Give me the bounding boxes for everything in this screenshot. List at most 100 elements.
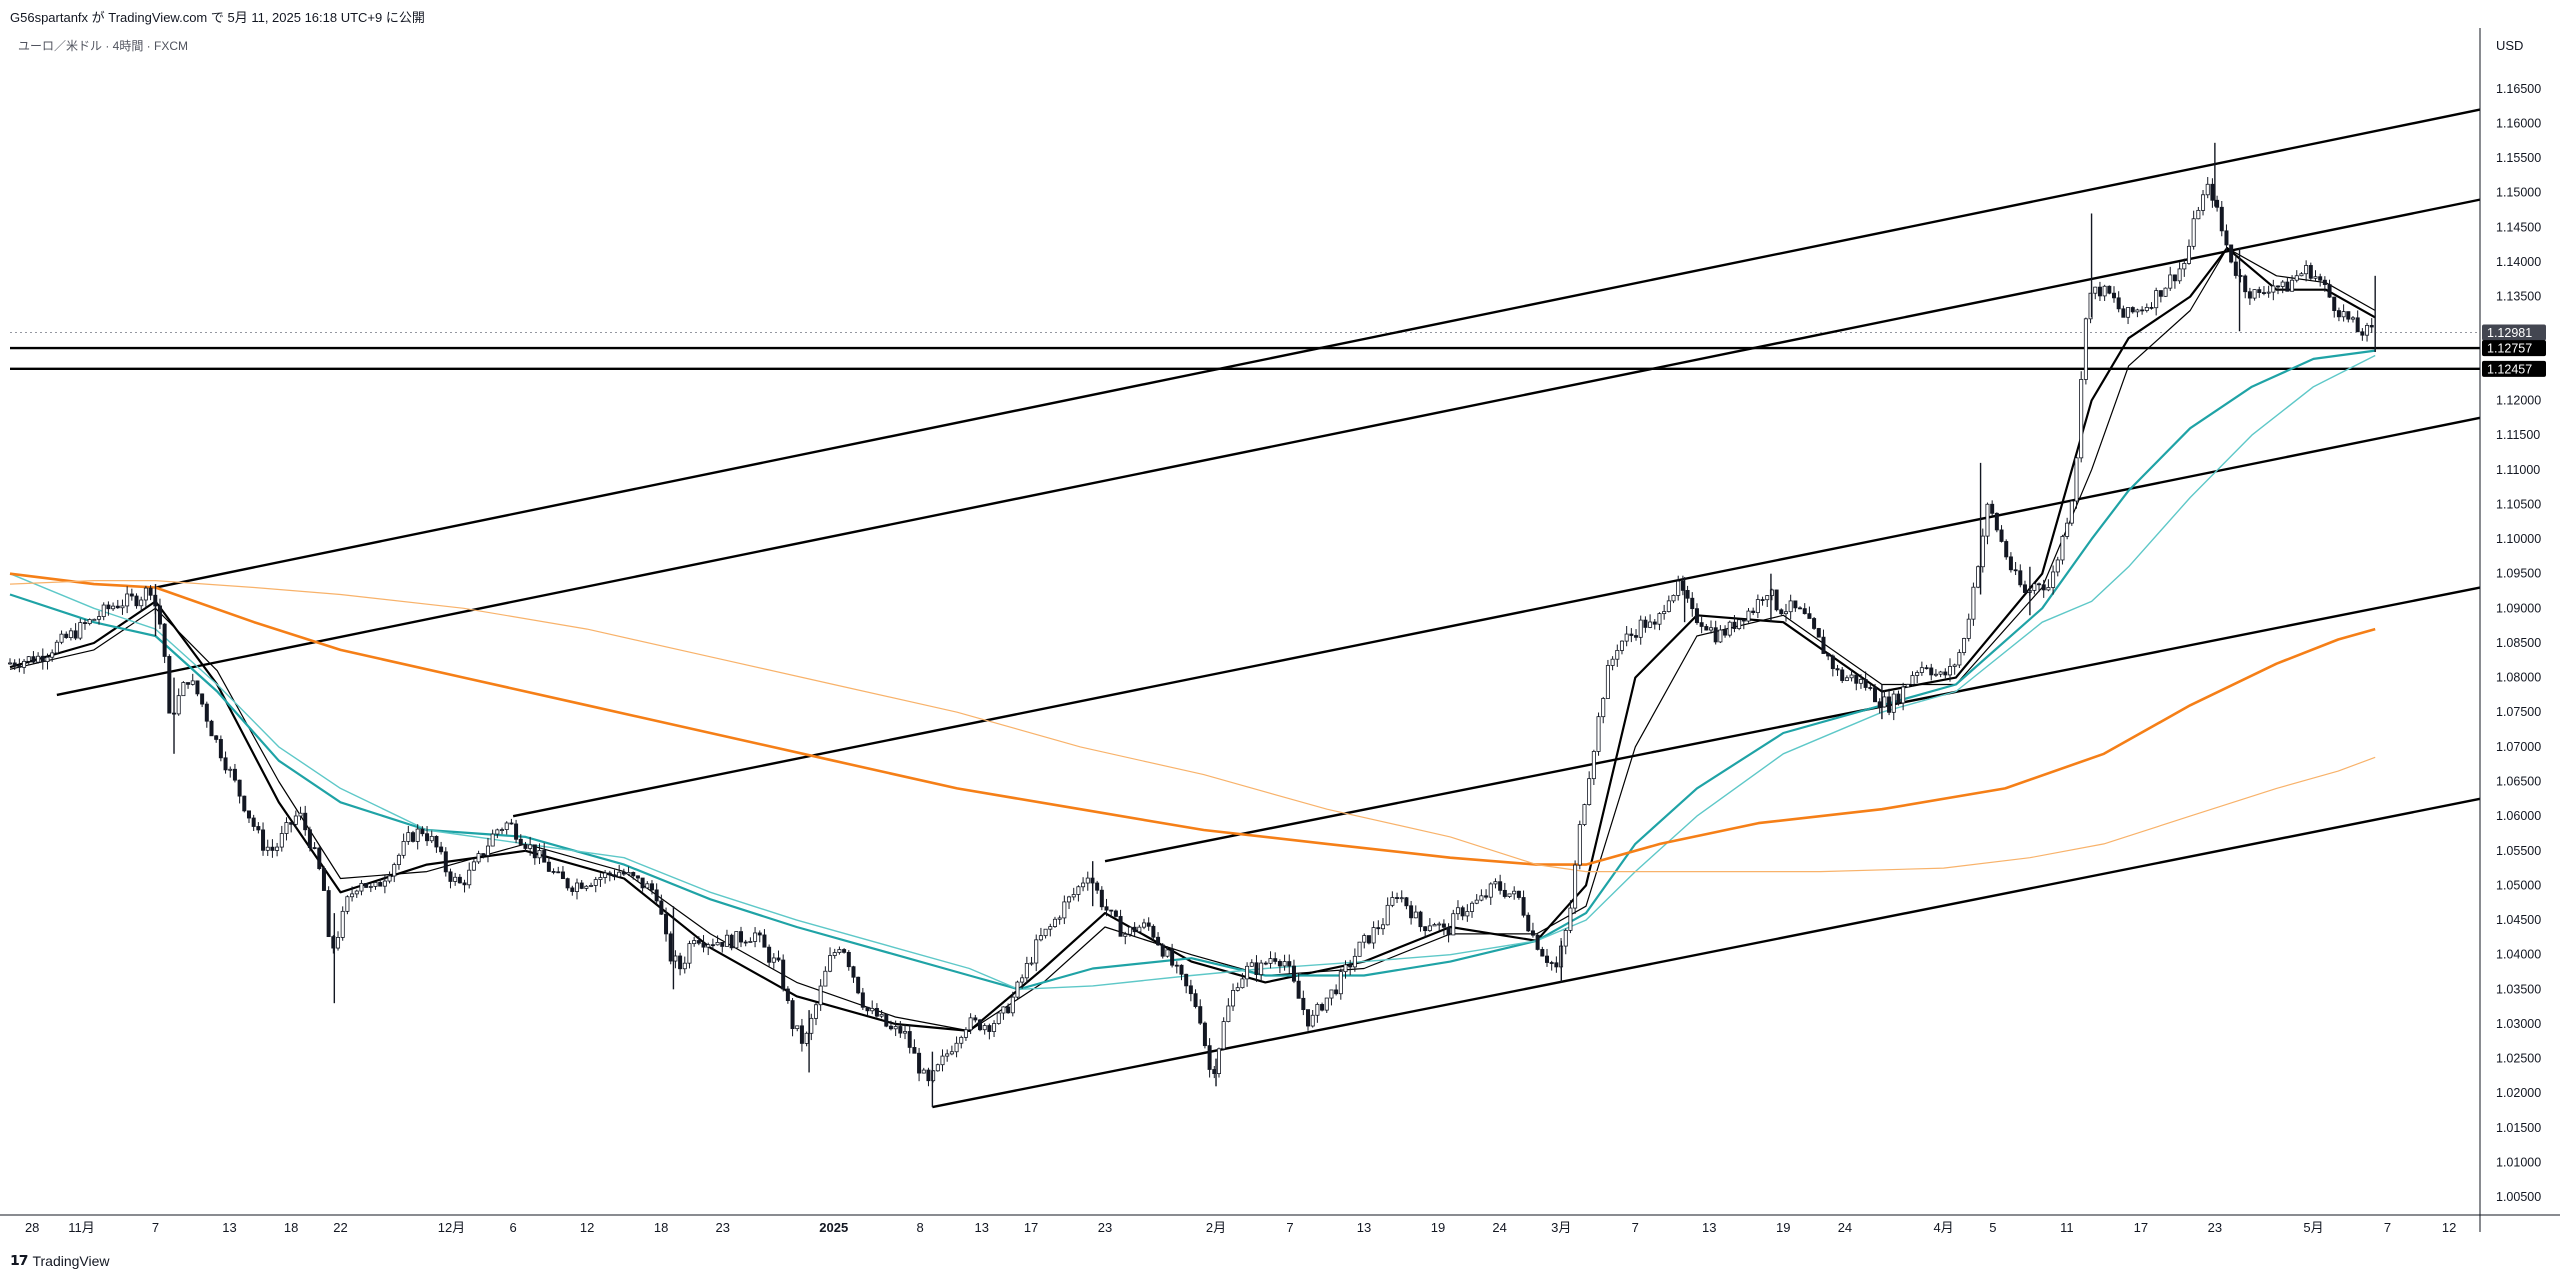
candle: [724, 929, 729, 947]
trendline[interactable]: [56, 198, 2481, 697]
candle: [1306, 1009, 1311, 1031]
price-axis[interactable]: USD 1.16500 1.16000 1.15500 1.15000 1.14500 1…: [0, 28, 2560, 1232]
candle: [1751, 607, 1756, 616]
candle: [2008, 552, 2013, 573]
candle: [1512, 886, 1517, 900]
candle: [2261, 286, 2266, 296]
candle: [757, 930, 762, 943]
tradingview-branding[interactable]: 𝟭𝟳 TradingView: [10, 1252, 110, 1269]
symbol-description[interactable]: ユーロ／米ドル · 4時間 · FXCM: [18, 37, 188, 54]
candle: [579, 880, 584, 890]
candle: [2252, 289, 2257, 301]
candle: [898, 1021, 903, 1038]
candle: [1980, 528, 1985, 573]
candle: [396, 853, 401, 870]
candle: [1662, 604, 1667, 620]
candle: [1301, 990, 1306, 1016]
candle: [2083, 317, 2088, 385]
candle: [1034, 934, 1039, 972]
time-tick-label: 2月: [1206, 1220, 1226, 1235]
price-tick-label: 1.08500: [2496, 636, 2541, 650]
candle: [1516, 890, 1521, 900]
candle: [406, 825, 411, 845]
time-axis[interactable]: 28 11月 7 13 18 22 12月 6 12 18 23 2025 8 13 17 23 2月 7 13 19…: [25, 1220, 2456, 1235]
candle: [912, 1039, 917, 1054]
candle: [2144, 303, 2149, 313]
trendline[interactable]: [1104, 586, 2481, 863]
candle: [917, 1047, 922, 1082]
price-tick-label: 1.08000: [2496, 671, 2541, 685]
time-tick-label: 7: [1632, 1220, 1639, 1235]
price-tick-label: 1.05000: [2496, 878, 2541, 892]
candle: [317, 846, 322, 871]
candle: [1338, 968, 1343, 1000]
candle: [2369, 318, 2374, 333]
candle: [2215, 195, 2220, 212]
candle: [223, 751, 228, 774]
candle: [2168, 266, 2173, 291]
candle: [1966, 613, 1971, 642]
candle: [1887, 688, 1892, 716]
candle: [106, 601, 111, 616]
candle: [387, 871, 392, 884]
candle: [420, 826, 425, 837]
candle: [1376, 920, 1381, 935]
price-tick-label: 1.03000: [2496, 1017, 2541, 1031]
candle: [490, 829, 495, 847]
candle: [1156, 932, 1161, 947]
candle: [415, 824, 420, 850]
candle: [1024, 956, 1029, 984]
time-tick-label: 13: [222, 1220, 236, 1235]
candle: [439, 841, 444, 855]
candle: [2116, 291, 2121, 313]
publish-header: G56spartanfx が TradingView.com で 5月 11, …: [10, 7, 425, 26]
candle: [22, 658, 27, 674]
candle: [1957, 649, 1962, 668]
candle: [1577, 820, 1582, 870]
candle: [771, 953, 776, 969]
candle: [2074, 456, 2079, 509]
plot-area[interactable]: [7, 108, 2481, 1109]
candle: [2130, 306, 2135, 314]
time-tick-label: 3月: [1551, 1220, 1571, 1235]
candle: [1291, 959, 1296, 984]
candle: [631, 871, 636, 880]
candle: [1081, 877, 1086, 892]
candle: [1526, 912, 1531, 933]
price-tick-label: 1.09000: [2496, 601, 2541, 615]
brand-name: TradingView: [32, 1252, 110, 1269]
candle: [1001, 1006, 1006, 1020]
candle: [2294, 270, 2299, 283]
candle: [68, 627, 73, 641]
candle: [392, 862, 397, 883]
trendline[interactable]: [512, 416, 2481, 818]
time-tick-label: 7: [152, 1220, 159, 1235]
trendline[interactable]: [932, 797, 2481, 1109]
candle: [148, 585, 153, 601]
time-tick-label: 12月: [438, 1220, 465, 1235]
candle: [359, 880, 364, 896]
time-tick-label: 2025: [819, 1220, 848, 1235]
candle: [1423, 926, 1428, 938]
candle: [1202, 1021, 1207, 1049]
candle: [92, 618, 97, 621]
candle: [1268, 951, 1273, 969]
candle: [734, 931, 739, 949]
candle: [2051, 565, 2056, 595]
candle: [584, 885, 589, 892]
candle: [1573, 860, 1578, 914]
candle: [1990, 500, 1995, 517]
candle: [1882, 690, 1887, 708]
candle: [1760, 596, 1765, 606]
candle: [1999, 525, 2004, 543]
candle: [448, 868, 453, 889]
candle: [1038, 927, 1043, 942]
candle: [242, 795, 247, 813]
candle: [701, 935, 706, 953]
candle: [181, 681, 186, 697]
candle: [1409, 900, 1414, 925]
candle: [1470, 901, 1475, 918]
price-tick-label: 1.04500: [2496, 913, 2541, 927]
candle: [1676, 575, 1681, 601]
